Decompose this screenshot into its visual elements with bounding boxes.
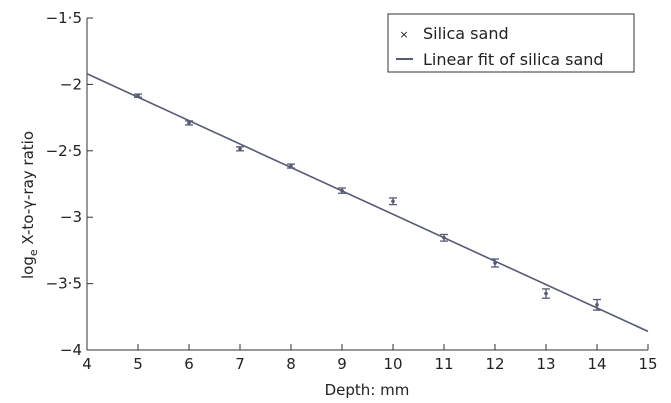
point-marker (238, 147, 242, 151)
legend-box (387, 13, 635, 73)
data-point (593, 298, 601, 311)
legend-label-silica-sand: Silica sand (423, 24, 509, 43)
y-tick-label: −2·5 (46, 142, 82, 160)
y-tick-label: −3·5 (46, 275, 82, 293)
x-tick-label: 15 (638, 355, 657, 373)
point-marker (289, 164, 293, 168)
x-tick-label: 6 (184, 355, 194, 373)
data-point (236, 146, 244, 152)
x-tick-label: 14 (587, 355, 606, 373)
y-tick-label: −4 (60, 341, 82, 359)
point-marker (391, 199, 395, 204)
data-point (491, 258, 499, 268)
legend-label-linear-fit: Linear fit of silica sand (423, 50, 604, 69)
x-tick-label: 5 (133, 355, 143, 373)
point-marker (493, 261, 497, 265)
data-point (542, 288, 550, 299)
y-axis-label: loge X-to-γ-ray ratio (19, 131, 40, 279)
x-tick-label: 12 (485, 355, 504, 373)
data-point (287, 163, 295, 169)
data-point (185, 120, 193, 126)
y-tick-label: −1·5 (46, 9, 82, 27)
legend: × Silica sand Linear fit of silica sand (387, 13, 635, 73)
axis-ticks: 4 5 6 7 8 9 10 11 12 13 14 15 −1·5 −2 −2·5 −3 −3·5 −4 (46, 9, 658, 373)
legend-marker-silica-sand: × (399, 28, 408, 41)
data-point (389, 197, 397, 206)
x-tick-label: 10 (383, 355, 402, 373)
x-tick-label: 11 (434, 355, 453, 373)
fit-line (86, 73, 649, 333)
x-axis-label: Depth: mm (325, 381, 410, 399)
y-tick-label: −2 (60, 75, 82, 93)
data-point (134, 93, 142, 98)
x-tick-label: 13 (536, 355, 555, 373)
data-point (440, 233, 448, 242)
data-point (338, 187, 346, 194)
x-tick-label: 8 (286, 355, 296, 373)
data-marks (86, 73, 649, 333)
x-tick-label: 9 (337, 355, 347, 373)
x-tick-label: 4 (82, 355, 92, 373)
point-marker (544, 291, 548, 296)
point-marker (136, 93, 140, 98)
point-marker (442, 235, 446, 240)
plot-axes (86, 18, 648, 351)
point-marker (187, 121, 191, 125)
point-marker (340, 188, 344, 193)
point-marker (595, 303, 599, 307)
x-tick-label: 7 (235, 355, 245, 373)
y-tick-label: −3 (60, 208, 82, 226)
